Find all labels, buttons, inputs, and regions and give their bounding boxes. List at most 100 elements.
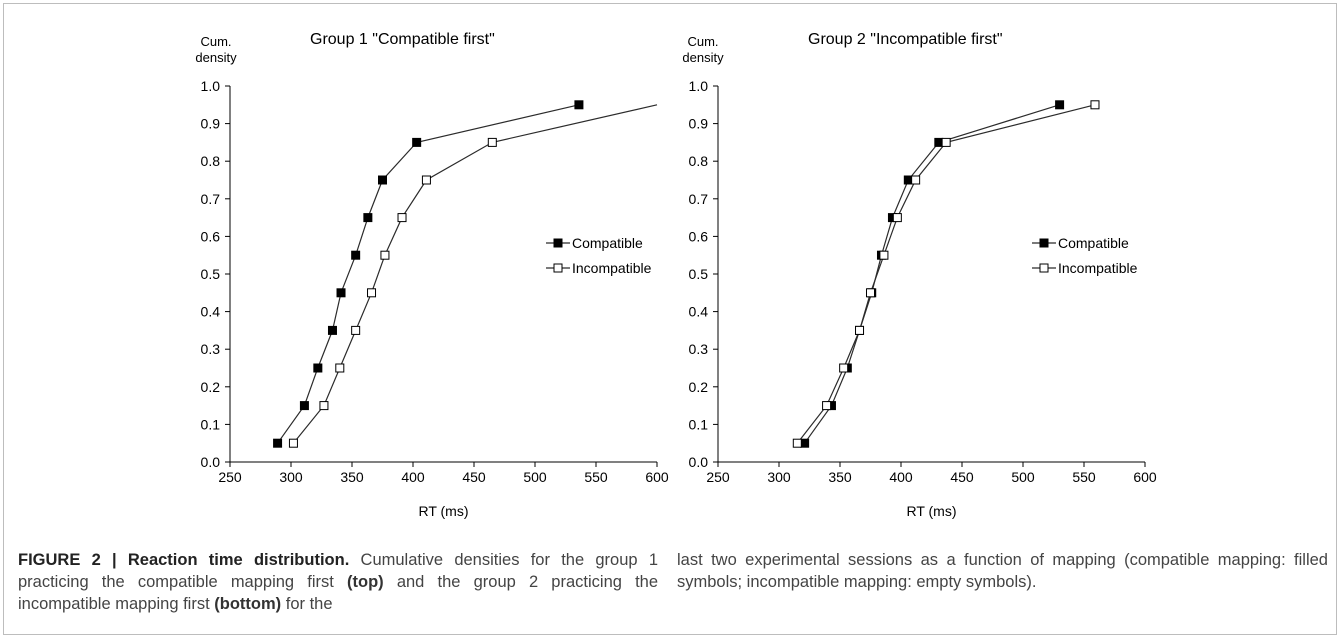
plot-area [792, 100, 1100, 448]
y-tick-label: 0.4 [689, 304, 709, 320]
data-point-incompatible [892, 213, 902, 223]
data-point-incompatible [421, 175, 431, 185]
y-tick-label: 0.3 [689, 341, 709, 357]
caption-text-2: and the group 2 practicing the incompati… [18, 573, 659, 613]
y-tick-label: 0.2 [201, 379, 221, 395]
x-tick-label: 300 [767, 469, 791, 485]
x-tick-label: 400 [889, 469, 913, 485]
data-point-incompatible [941, 137, 951, 147]
caption-left-column: FIGURE 2 | Reaction time distribution. C… [18, 549, 658, 615]
caption-bottom-label: (bottom) [214, 595, 282, 613]
data-point-compatible [336, 288, 346, 298]
x-tick-label: 300 [279, 469, 303, 485]
y-tick-label: 0.3 [201, 341, 221, 357]
y-tick-label: 0.2 [689, 379, 709, 395]
y-tick-label: 0.1 [201, 416, 221, 432]
x-axis-label: RT (ms) [418, 503, 468, 519]
legend-label: Compatible [1058, 235, 1129, 251]
legend-item-compatible: Compatible [546, 235, 643, 251]
data-point-compatible [378, 175, 387, 185]
x-tick-label: 550 [1072, 469, 1096, 485]
data-point-incompatible [855, 325, 865, 335]
caption-text-3: for the [281, 595, 333, 613]
data-point-incompatible [822, 401, 832, 411]
legend-marker [553, 238, 563, 248]
series-line-incompatible [292, 104, 658, 444]
chart-title: Group 1 "Compatible first" [310, 31, 495, 48]
y-tick-label: 0.8 [201, 153, 221, 169]
y-tick-label: 0.7 [689, 191, 709, 207]
data-point-incompatible [1090, 100, 1100, 110]
y-tick-label: 1.0 [201, 78, 221, 94]
data-point-incompatible [319, 401, 329, 411]
data-point-compatible [363, 213, 373, 223]
data-point-compatible [800, 438, 810, 448]
caption-figure-label: FIGURE 2 | Reaction time distribution. [18, 551, 350, 569]
y-tick-label: 0.1 [689, 416, 709, 432]
y-tick-label: 0.4 [201, 304, 221, 320]
y-tick-label: 0.9 [689, 116, 709, 132]
x-tick-label: 450 [462, 469, 486, 485]
x-tick-label: 450 [950, 469, 974, 485]
caption-top-label: (top) [347, 573, 384, 591]
data-point-incompatible [839, 363, 849, 373]
data-point-compatible [313, 363, 323, 373]
data-point-compatible [412, 137, 422, 147]
chart-title: Group 2 "Incompatible first" [808, 31, 1003, 48]
x-tick-label: 350 [340, 469, 364, 485]
y-axis-label-line1: Cum. [200, 34, 231, 49]
y-tick-label: 0.5 [201, 266, 221, 282]
data-point-compatible [351, 250, 361, 260]
data-point-incompatible [792, 438, 802, 448]
x-tick-label: 400 [401, 469, 425, 485]
data-point-incompatible [911, 175, 921, 185]
y-tick-label: 0.8 [689, 153, 709, 169]
data-point-compatible [1055, 100, 1065, 110]
x-tick-label: 500 [1011, 469, 1035, 485]
legend-label: Incompatible [572, 260, 652, 276]
data-point-compatible [934, 137, 944, 147]
x-tick-label: 500 [523, 469, 547, 485]
plot-area [273, 100, 658, 448]
data-point-incompatible [487, 137, 497, 147]
figure-border [3, 3, 1337, 635]
x-tick-label: 550 [584, 469, 608, 485]
data-point-incompatible [288, 438, 298, 448]
legend-marker [553, 263, 563, 273]
data-point-incompatible [866, 288, 875, 298]
x-tick-label: 600 [1133, 469, 1157, 485]
y-axis-label-line2: density [195, 50, 237, 65]
y-axis-label-line1: Cum. [687, 34, 718, 49]
series-line-compatible [804, 104, 1060, 444]
legend-item-incompatible: Incompatible [1032, 260, 1138, 276]
legend-item-compatible: Compatible [1032, 235, 1129, 251]
y-tick-label: 0.0 [201, 454, 221, 470]
data-point-incompatible [397, 213, 407, 223]
data-point-compatible [327, 325, 337, 335]
data-point-incompatible [380, 250, 390, 260]
y-tick-label: 0.0 [689, 454, 709, 470]
y-tick-label: 0.6 [201, 228, 221, 244]
data-point-compatible [574, 100, 584, 110]
y-tick-label: 0.7 [201, 191, 221, 207]
data-point-incompatible [335, 363, 345, 373]
x-tick-label: 250 [218, 469, 242, 485]
data-point-compatible [299, 401, 309, 411]
x-tick-label: 250 [706, 469, 730, 485]
data-point-compatible [273, 438, 283, 448]
data-point-incompatible [351, 325, 361, 335]
y-tick-label: 0.5 [689, 266, 709, 282]
y-tick-label: 0.9 [201, 116, 221, 132]
x-axis-label: RT (ms) [906, 503, 956, 519]
x-tick-label: 600 [645, 469, 669, 485]
legend-marker [1039, 263, 1049, 273]
legend-item-incompatible: Incompatible [546, 260, 652, 276]
series-line-compatible [277, 104, 580, 444]
caption-right-column: last two experimental sessions as a func… [677, 551, 1328, 591]
legend-label: Compatible [572, 235, 643, 251]
legend-label: Incompatible [1058, 260, 1138, 276]
chart-panel-2: 0.0 0.1 0.2 0.3 0.4 0.5 0.6 0.7 0.8 0.9 1.0 250 300 3… [682, 31, 1156, 519]
caption-text-1: Cumulative densities for the group 1 pra… [18, 551, 658, 591]
